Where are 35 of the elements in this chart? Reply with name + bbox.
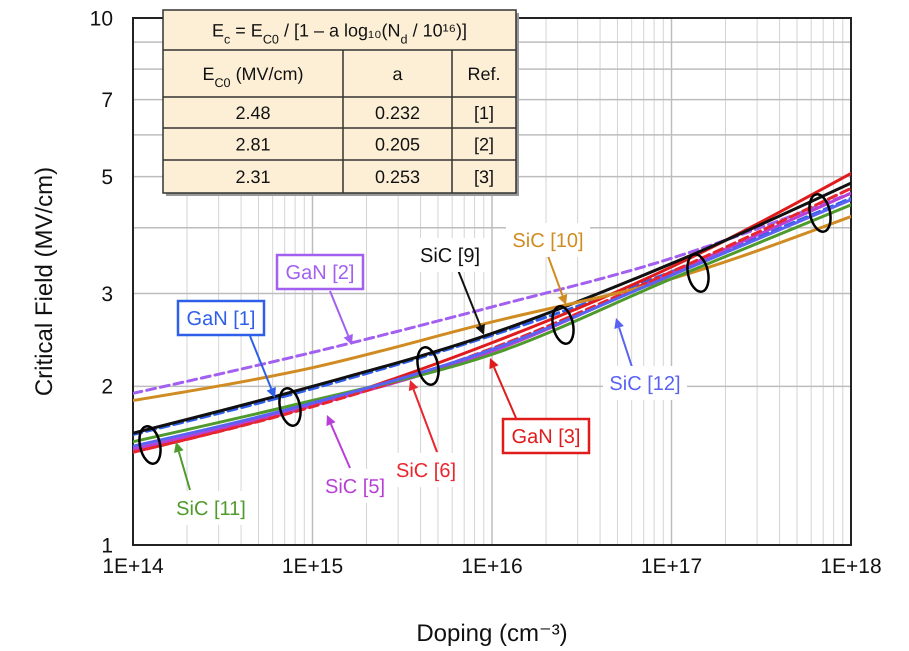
- x-axis-title: Doping (cm⁻³): [416, 620, 568, 647]
- text: SiC [9]: [420, 245, 480, 268]
- annotation: Ref.: [467, 64, 501, 84]
- text: SiC [6]: [396, 460, 456, 482]
- y-tick-label: 2: [101, 376, 113, 399]
- annotation: 0.232: [374, 102, 420, 123]
- annotation: E$_{c}$ = E$_{C0}$ / [1 – a log₁₀(N$_{d}$ / 10¹⁶)]: [212, 20, 468, 46]
- text: GaN [2]: [286, 262, 354, 284]
- annotation: 0.205: [374, 134, 420, 154]
- y-tick-label: 3: [101, 282, 113, 306]
- x-tick-label: 1E+15: [282, 555, 344, 578]
- y-axis-title: Critical Field (MV/cm): [31, 166, 58, 396]
- annotation: 2.31: [235, 166, 271, 187]
- annotation: 2.81: [235, 134, 271, 154]
- text: GaN [1]: [186, 308, 256, 330]
- annotation: [1]: [474, 102, 494, 123]
- legend-label: SiC [11]: [176, 498, 246, 520]
- annotation: 2.48: [235, 102, 271, 123]
- y-tick-label: 7: [101, 88, 113, 112]
- y-tick-label: 10: [90, 7, 113, 30]
- legend-label: SiC [12]: [609, 373, 681, 396]
- annotation: 0.253: [374, 166, 420, 187]
- x-tick-label: 1E+17: [640, 555, 702, 578]
- x-tick-label: 1E+14: [102, 555, 164, 578]
- annotation: a: [392, 64, 404, 84]
- annotation: [3]: [474, 166, 494, 187]
- x-tick-label: 1E+18: [820, 555, 882, 578]
- text: GaN [3]: [512, 426, 580, 448]
- annotation: [2]: [474, 134, 494, 154]
- annotation: E$_{C0}$ (MV/cm): [202, 64, 304, 90]
- y-tick-label: 5: [101, 166, 113, 189]
- legend-label: SiC [5]: [324, 476, 386, 498]
- x-tick-label: 1E+16: [461, 555, 523, 578]
- y-tick-label: 1: [101, 534, 113, 558]
- text: SiC [10]: [512, 230, 584, 252]
